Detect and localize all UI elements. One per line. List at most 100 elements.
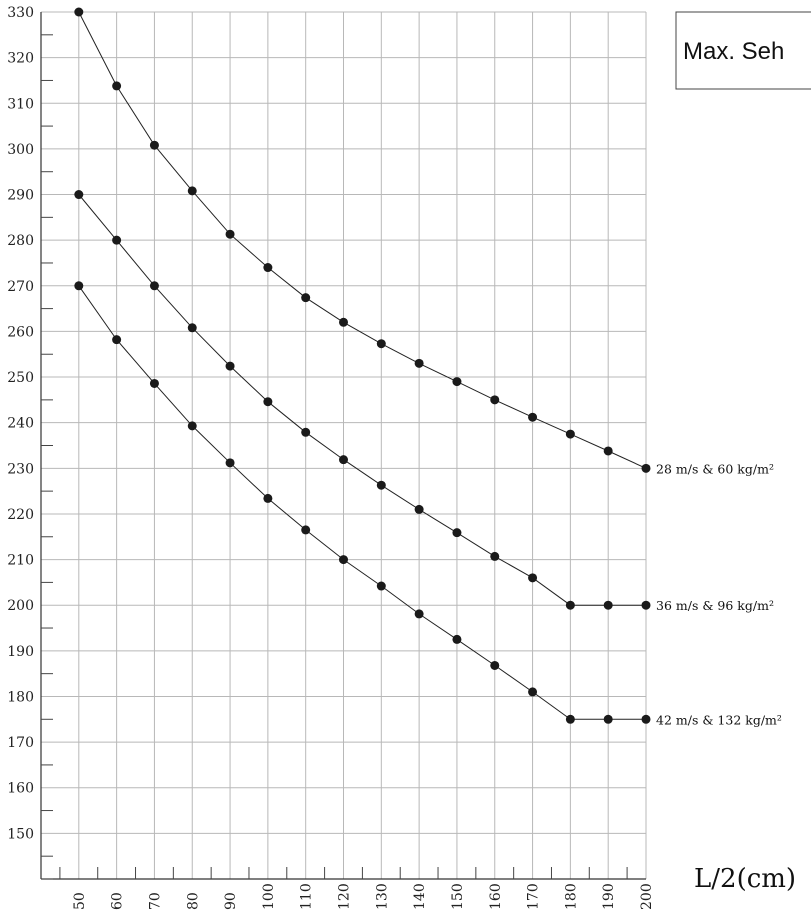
series-line-2: [78, 194, 646, 606]
x-tick-label: 90: [223, 892, 239, 910]
data-point: [339, 455, 348, 465]
data-point: [112, 81, 122, 91]
data-point: [339, 555, 348, 565]
grid: [41, 11, 647, 879]
x-tick-label: 160: [488, 883, 504, 910]
series-label-1: 28 m/s & 60 kg/m²: [656, 461, 774, 476]
data-point: [339, 317, 348, 327]
data-point: [528, 412, 538, 422]
data-point: [112, 335, 122, 345]
data-point: [490, 395, 500, 405]
data-point: [301, 525, 311, 535]
y-tick-label: 220: [7, 507, 34, 523]
x-tick-label: 100: [261, 883, 277, 910]
data-point: [301, 427, 311, 437]
series-line-3: [78, 285, 646, 720]
y-tick-label: 230: [7, 461, 34, 477]
y-tick-label: 320: [7, 51, 34, 67]
y-tick-label: 310: [7, 96, 34, 112]
data-point: [263, 493, 273, 503]
y-tick-label: 290: [7, 188, 34, 204]
x-tick-label: 170: [526, 883, 542, 910]
axes: [40, 12, 646, 880]
y-tick-label: 210: [7, 553, 34, 569]
data-point: [490, 551, 500, 561]
data-point: [603, 446, 613, 456]
data-point: [414, 609, 424, 619]
data-point: [452, 528, 462, 538]
x-tick-label: 150: [450, 883, 466, 910]
data-point: [187, 186, 197, 196]
data-point: [414, 504, 424, 514]
series-label-3: 42 m/s & 132 kg/m²: [656, 712, 782, 727]
chart-title: Max. Seh: [683, 38, 784, 65]
series-line-1: [78, 11, 647, 469]
data-point: [528, 573, 538, 583]
y-tick-label: 150: [7, 826, 34, 842]
y-tick-label: 240: [7, 416, 34, 432]
y-tick-labels: 150 160 170 180 190 200 210 220 230 240 250 260 270 2…: [7, 5, 34, 842]
data-point: [74, 7, 84, 17]
data-point: [149, 140, 159, 150]
y-tick-label: 190: [7, 644, 34, 660]
data-point: [641, 714, 651, 724]
y-tick-label: 250: [7, 370, 34, 386]
series-label-2: 36 m/s & 96 kg/m²: [656, 598, 774, 613]
title-box: Max. Seh: [675, 11, 811, 90]
data-point: [187, 323, 197, 333]
data-point: [301, 293, 311, 303]
data-point: [565, 429, 575, 439]
data-point: [112, 235, 122, 245]
data-point: [263, 397, 273, 407]
x-tick-label: 50: [72, 892, 88, 910]
y-tick-label: 180: [7, 689, 34, 705]
data-point: [565, 600, 575, 610]
y-tick-label: 200: [7, 598, 34, 614]
data-point: [149, 281, 159, 291]
data-point: [528, 687, 538, 697]
data-point: [452, 377, 462, 387]
series-lines: [78, 11, 647, 720]
data-point: [376, 339, 386, 349]
y-tick-label: 170: [7, 735, 34, 751]
series-labels: 28 m/s & 60 kg/m² 36 m/s & 96 kg/m² 42 m/s…: [656, 461, 782, 727]
data-point: [376, 581, 386, 591]
x-tick-label: 180: [563, 883, 579, 910]
data-point: [603, 600, 613, 610]
x-tick-label: 110: [299, 883, 315, 910]
data-point: [490, 660, 500, 670]
data-point: [376, 480, 386, 490]
y-tick-label: 270: [7, 279, 34, 295]
data-point: [225, 458, 235, 468]
data-point: [565, 714, 575, 724]
x-tick-label: 60: [110, 892, 126, 910]
data-point: [187, 421, 197, 431]
y-tick-label: 260: [7, 324, 34, 340]
y-tick-label: 160: [7, 781, 34, 797]
data-point: [225, 361, 235, 371]
data-point: [603, 714, 613, 724]
x-tick-label: 200: [639, 883, 655, 910]
x-axis-title: L/2(cm): [694, 864, 796, 894]
x-tick-label: 140: [412, 883, 428, 910]
y-tick-label: 300: [7, 142, 34, 158]
x-tick-label: 190: [601, 883, 617, 910]
x-tick-label: 80: [185, 892, 201, 910]
data-point: [149, 378, 159, 388]
x-tick-label: 70: [147, 892, 163, 910]
data-point: [452, 634, 462, 644]
x-tick-labels: 50 60 70 80 90 100 110 120 130 140 150 160 170 180 190…: [72, 883, 655, 910]
y-tick-label: 330: [7, 5, 34, 21]
series-points: [74, 7, 651, 724]
data-point: [641, 463, 651, 473]
data-point: [74, 281, 84, 291]
data-point: [263, 263, 273, 273]
data-point: [414, 358, 424, 368]
data-point: [74, 190, 84, 200]
data-point: [225, 229, 235, 239]
x-tick-label: 130: [374, 883, 390, 910]
data-point: [641, 600, 651, 610]
y-tick-label: 280: [7, 233, 34, 249]
x-tick-label: 120: [337, 883, 353, 910]
